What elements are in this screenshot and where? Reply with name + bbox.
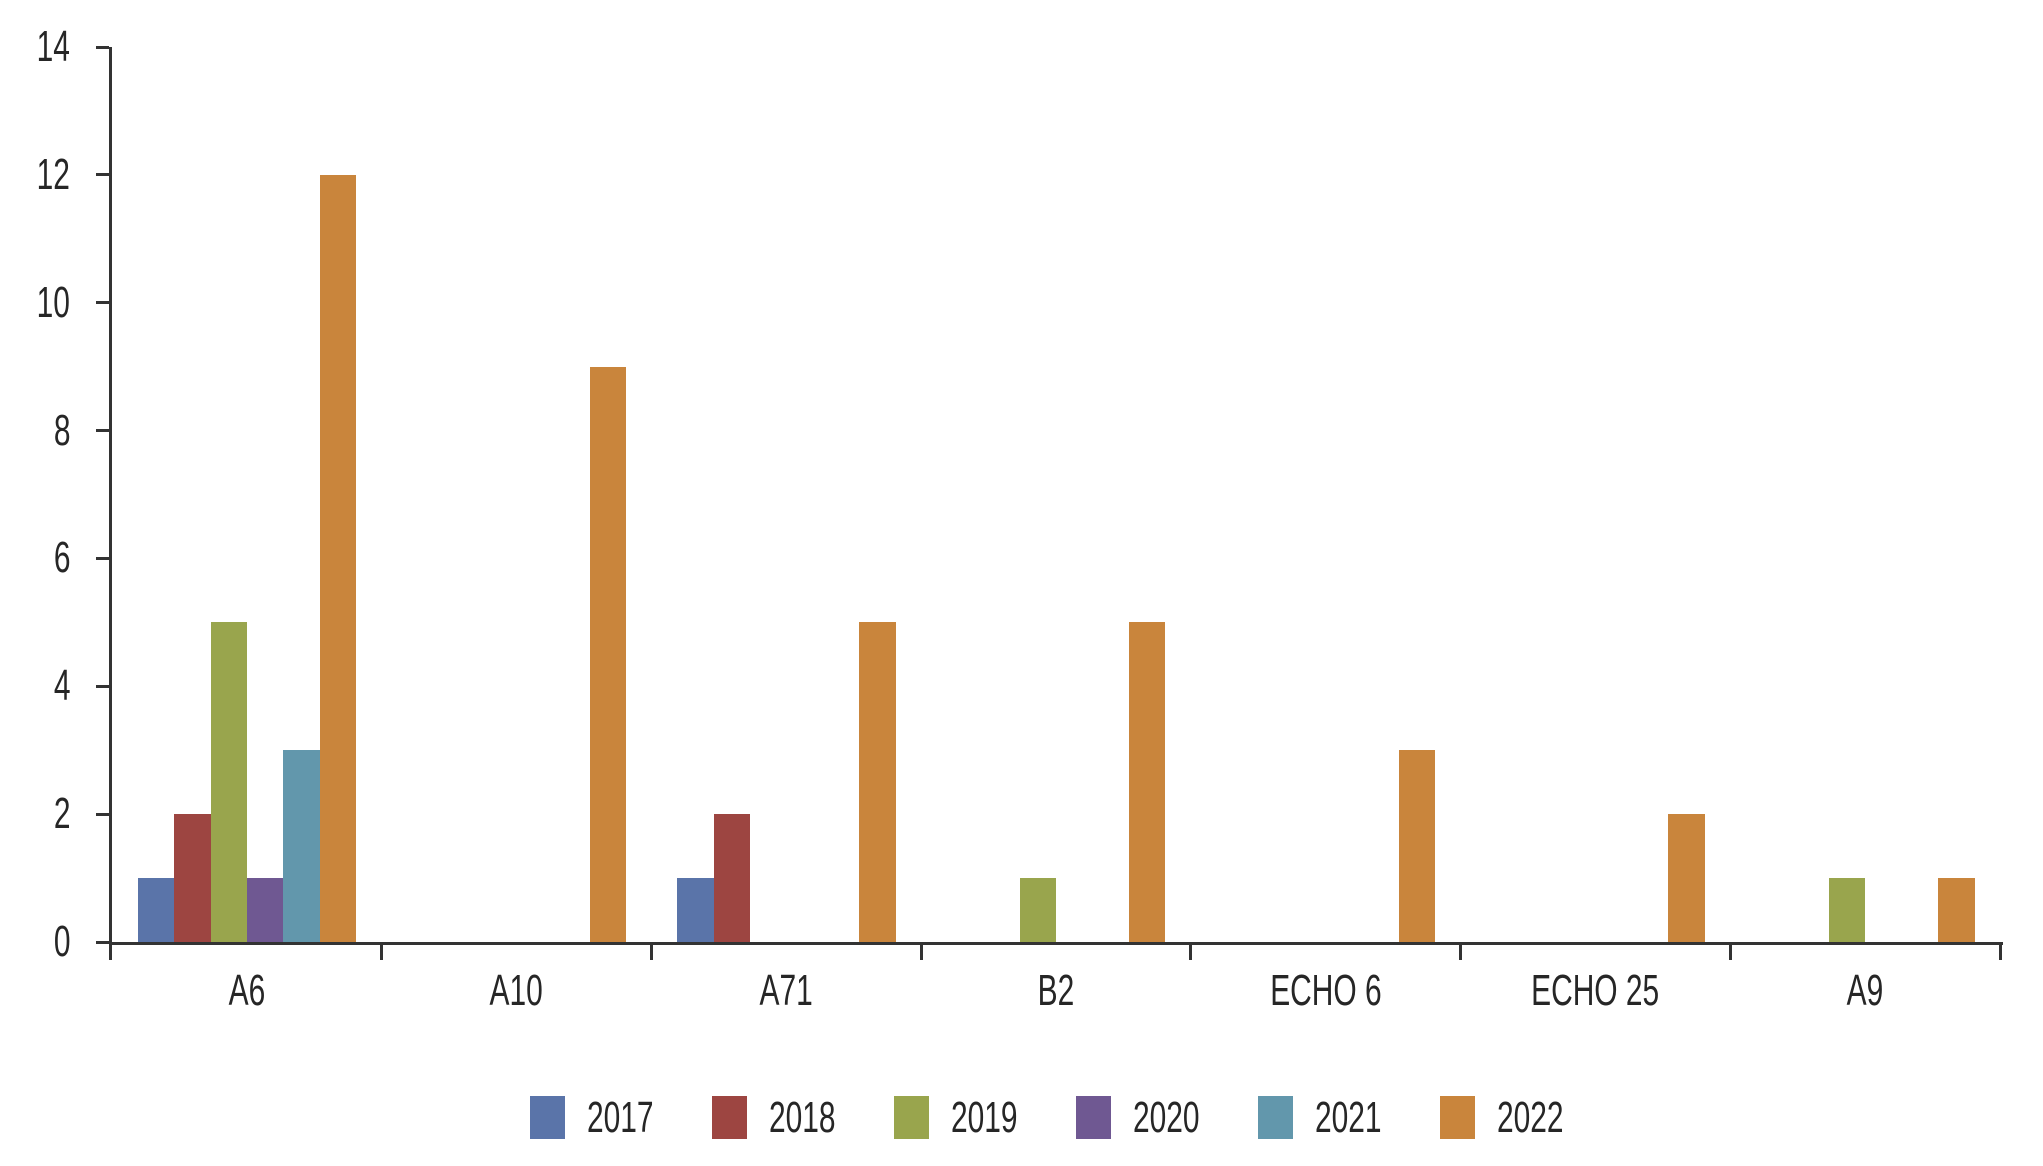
category-label-text: A10 — [489, 966, 544, 1015]
bar-2022-B2 — [1129, 622, 1166, 942]
legend-label-2020: 2020 — [1133, 1096, 1231, 1140]
x-axis-tick — [1728, 945, 1732, 960]
bar-2022-A9 — [1938, 878, 1975, 942]
plot-area — [109, 47, 2003, 945]
bar-2022-ECHO 6 — [1398, 750, 1436, 942]
legend-label-text: 2022 — [1497, 1093, 1564, 1142]
category-label-text: A9 — [1846, 966, 1884, 1015]
category-label-text: ECHO 25 — [1531, 966, 1660, 1015]
bar-2019-B2 — [1019, 878, 1057, 942]
legend-swatch-2020 — [1076, 1096, 1111, 1139]
category-label-text: ECHO 6 — [1269, 966, 1382, 1015]
bar-2021-A6 — [283, 750, 320, 942]
bar-2017-A71 — [677, 878, 714, 942]
x-axis-tick — [649, 945, 653, 960]
y-tick-label: 0 — [0, 920, 70, 964]
bar-2022-A6 — [319, 174, 357, 942]
y-tick-label-text: 8 — [53, 405, 70, 455]
y-tick-label: 2 — [0, 792, 70, 836]
category-label-text: A6 — [228, 966, 266, 1015]
category-label-A10: A10 — [377, 969, 657, 1013]
y-axis-tick — [96, 173, 109, 177]
y-axis-tick — [96, 45, 109, 49]
y-tick-label: 8 — [0, 405, 70, 455]
category-label-B2: B2 — [916, 969, 1196, 1013]
y-tick-label-text: 2 — [53, 789, 70, 839]
legend-swatch-2022 — [1440, 1096, 1475, 1139]
y-axis-tick — [96, 812, 109, 816]
category-label-ECHO 6: ECHO 6 — [1186, 969, 1466, 1013]
y-axis-tick — [96, 429, 109, 433]
legend-label-text: 2017 — [587, 1093, 654, 1142]
y-axis-tick — [96, 301, 109, 305]
x-axis-tick — [919, 945, 923, 960]
y-axis-tick — [96, 556, 109, 560]
legend-swatch-2021 — [1258, 1096, 1293, 1139]
x-axis-tick — [1459, 945, 1463, 960]
y-tick-label-text: 4 — [53, 661, 70, 711]
y-tick-label: 14 — [0, 25, 70, 69]
category-label-A9: A9 — [1725, 969, 2005, 1013]
y-tick-label: 4 — [0, 664, 70, 708]
legend-label-2018: 2018 — [769, 1096, 867, 1140]
legend-label-text: 2020 — [1133, 1093, 1200, 1142]
y-tick-label: 6 — [0, 536, 70, 580]
x-axis-tick — [1189, 945, 1193, 960]
bar-2022-A71 — [859, 622, 896, 942]
legend-label-text: 2021 — [1315, 1093, 1382, 1142]
x-axis-tick — [380, 945, 384, 960]
y-axis-tick — [96, 940, 109, 944]
legend-swatch-2019 — [894, 1096, 929, 1139]
category-label-A71: A71 — [646, 969, 926, 1013]
y-tick-label: 12 — [0, 149, 70, 199]
bar-2019-A9 — [1828, 878, 1866, 942]
bar-2019-A6 — [210, 622, 248, 942]
legend-label-text: 2018 — [769, 1093, 836, 1142]
y-tick-label: 10 — [0, 277, 70, 327]
bar-2018-A71 — [713, 814, 751, 942]
legend-swatch-2017 — [530, 1096, 565, 1139]
bar-2020-A6 — [247, 878, 284, 942]
legend-label-text: 2019 — [951, 1093, 1018, 1142]
category-label-ECHO 25: ECHO 25 — [1455, 969, 1735, 1013]
legend-label-2021: 2021 — [1315, 1096, 1413, 1140]
y-tick-label-text: 12 — [36, 149, 70, 199]
bar-2018-A6 — [174, 814, 211, 942]
legend-label-2019: 2019 — [951, 1096, 1049, 1140]
bar-2022-A10 — [589, 366, 627, 942]
y-tick-label-text: 6 — [53, 533, 70, 583]
x-axis-tick — [1998, 945, 2002, 960]
y-tick-label-text: 0 — [53, 917, 70, 966]
legend-label-2022: 2022 — [1497, 1096, 1595, 1140]
bar-2022-ECHO 25 — [1668, 814, 1705, 942]
legend-label-2017: 2017 — [587, 1096, 685, 1140]
y-tick-label-text: 10 — [36, 277, 70, 327]
y-tick-label-text: 14 — [36, 22, 70, 71]
legend-swatch-2018 — [712, 1096, 747, 1139]
category-label-text: A71 — [759, 966, 813, 1015]
category-label-text: B2 — [1037, 966, 1075, 1015]
category-label-A6: A6 — [107, 969, 387, 1013]
y-axis-tick — [96, 684, 109, 688]
x-axis-tick — [109, 945, 112, 960]
bar-2017-A6 — [137, 878, 175, 942]
